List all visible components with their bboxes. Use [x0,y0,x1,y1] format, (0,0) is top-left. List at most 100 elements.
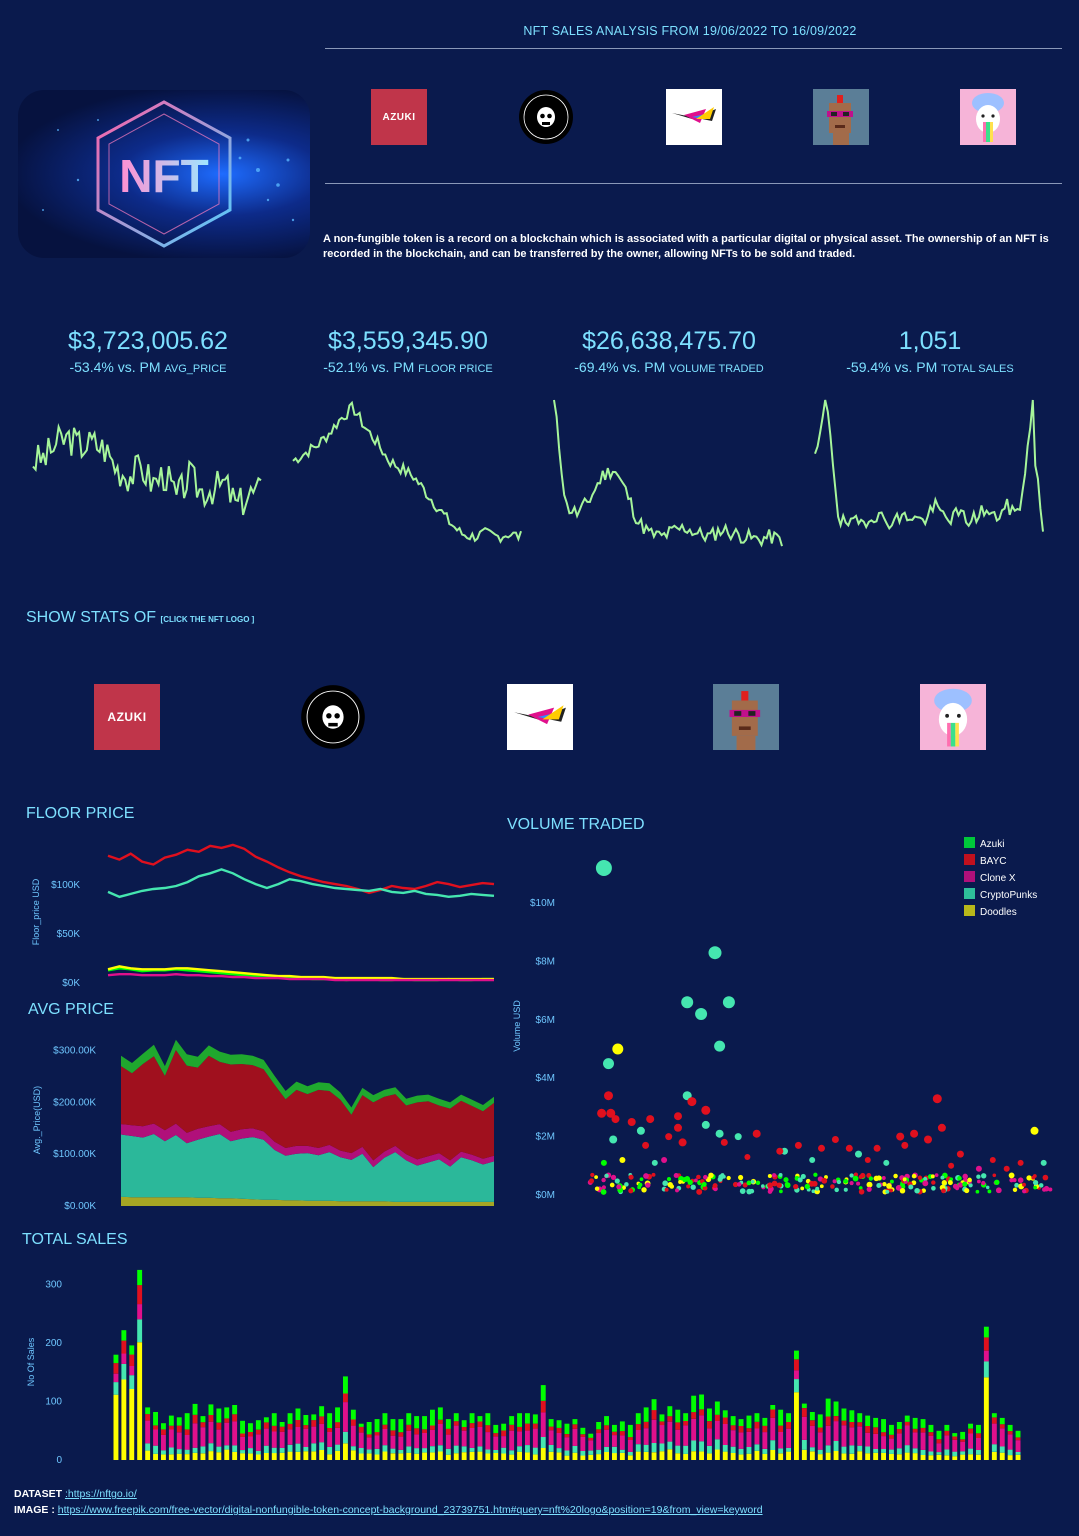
bar-segment-cryptopunks [216,1446,222,1453]
point-doodles [667,1181,673,1188]
point-azuki [600,1189,607,1195]
bar-segment-cryptopunks [643,1444,649,1452]
point-clonex [1017,1177,1024,1183]
bar-segment-cryptopunks [604,1446,609,1452]
bar-segment-bayc [319,1416,325,1424]
point-clonex [922,1180,929,1187]
bar-segment-doodles [477,1451,483,1460]
bar-segment-bayc [596,1429,602,1434]
bar-segment-doodles [445,1454,451,1460]
bar-segment-bayc [825,1416,831,1426]
bar-segment-azuki [699,1394,704,1410]
image-credit-link[interactable]: https://www.freepik.com/free-vector/digi… [57,1504,763,1516]
bar-segment-cryptopunks [825,1445,831,1453]
y-tick-label: $0.00K [64,1201,96,1212]
bar-segment-clonex [833,1421,839,1441]
sparkline-line [553,399,783,548]
point-clonex [954,1185,960,1191]
azuki-filter-button[interactable]: AZUKI [94,684,160,750]
bar-segment-doodles [659,1451,665,1460]
volume-traded-title: VOLUME TRADED [507,816,645,833]
bar-segment-cryptopunks [976,1450,981,1455]
bar-segment-bayc [849,1422,855,1428]
bar-segment-bayc [263,1422,269,1429]
point-azuki [804,1183,811,1190]
bar-segment-azuki [991,1413,997,1418]
bar-segment-doodles [184,1454,190,1460]
point-cryptopunks [722,996,735,1009]
point-bayc [860,1172,866,1179]
y-axis-title: Volume USD [512,1000,522,1052]
point-clonex [832,1179,837,1184]
bar-segment-clonex [303,1428,309,1447]
y-axis-title: Floor_price USD [31,878,41,945]
bar-segment-cryptopunks [778,1448,784,1454]
bar-segment-bayc [588,1437,594,1441]
bar-segment-doodles [168,1454,174,1460]
clonex-filter-button[interactable] [507,684,573,750]
point-doodles [967,1177,972,1183]
bar-segment-azuki [145,1407,151,1415]
point-azuki [701,1181,707,1187]
bayc-logo-top[interactable] [518,89,574,145]
bar-segment-bayc [794,1359,799,1371]
bar-segment-doodles [936,1454,942,1460]
point-clonex [772,1173,777,1178]
bar-segment-doodles [920,1455,926,1460]
y-tick-label: $50K [57,929,81,940]
bar-segment-bayc [572,1424,578,1429]
point-clonex [675,1188,679,1193]
bar-segment-doodles [746,1453,752,1460]
cryptopunks-filter-button[interactable] [713,684,779,750]
bar-segment-azuki [999,1417,1005,1425]
bar-segment-doodles [248,1453,253,1460]
dataset-link[interactable]: :https://nftgo.io/ [64,1488,137,1500]
doodles-logo-top[interactable] [960,89,1016,145]
bar-segment-doodles [794,1392,799,1460]
bar-segment-azuki [952,1433,958,1437]
bar-segment-azuki [176,1417,182,1426]
legend-label-doodles: Doodles [980,907,1017,918]
bar-segment-azuki [129,1345,135,1355]
cryptopunks-logo-top[interactable] [813,89,869,145]
bar-segment-azuki [271,1413,277,1426]
bar-segment-cryptopunks [960,1451,966,1455]
point-doodles [964,1188,970,1194]
cryptopunk-icon [729,691,761,750]
point-cryptopunks [834,1187,839,1193]
point-bayc [853,1172,859,1177]
bar-segment-doodles [976,1454,981,1460]
point-clonex [610,1174,617,1181]
bar-segment-doodles [343,1443,348,1460]
bar-segment-azuki [327,1413,333,1428]
doodles-filter-button[interactable] [920,684,986,750]
bar-segment-bayc [699,1409,704,1416]
bar-segment-azuki [588,1433,594,1438]
kpi-value: 1,051 [898,327,962,355]
bar-segment-azuki [849,1410,855,1422]
clonex-logo-top[interactable] [666,89,722,145]
bayc-filter-button[interactable] [300,684,366,750]
point-doodles [1012,1187,1018,1193]
legend-label-bayc: BAYC [980,856,1007,867]
bar-segment-azuki [612,1424,617,1432]
bar-segment-doodles [857,1451,863,1460]
bar-segment-clonex [801,1416,807,1440]
bar-segment-azuki [928,1424,934,1433]
bar-segment-bayc [833,1416,839,1422]
point-bayc [1003,1165,1010,1172]
bar-segment-doodles [509,1454,515,1460]
azuki-logo-top[interactable]: AZUKI [371,89,427,145]
bar-segment-cryptopunks [651,1442,657,1453]
bar-segment-cryptopunks [374,1448,380,1455]
bar-segment-clonex [224,1422,230,1446]
bar-segment-clonex [857,1426,863,1446]
bar-segment-azuki [976,1424,981,1434]
bar-segment-azuki [675,1409,681,1423]
bar-segment-azuki [770,1405,776,1410]
bar-segment-bayc [335,1422,340,1428]
bar-segment-clonex [287,1429,293,1445]
point-cryptopunks [968,1183,973,1188]
bar-segment-bayc [627,1437,633,1440]
legend-swatch-clonex [964,871,975,882]
